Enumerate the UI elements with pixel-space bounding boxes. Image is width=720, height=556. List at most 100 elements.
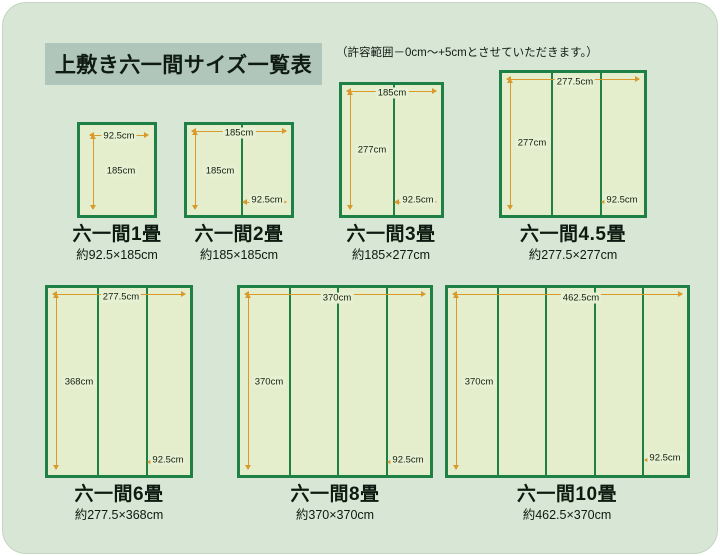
title-banner: 上敷き六一間サイズ一覧表: [45, 43, 322, 85]
dim-top-label-2jo: 185cm: [222, 127, 256, 139]
arrow-down-icon: [90, 205, 97, 210]
caption-sub-8jo: 約370×370cm: [295, 508, 375, 522]
dim-left-line-1jo: [90, 134, 97, 210]
diagram-3jo: 185cm 277cm 92.5cm 六一間3畳 約185×277cm: [339, 82, 444, 262]
mat-outline-2jo: 185cm 185cm 92.5cm: [184, 122, 294, 218]
arrow-up-icon: [453, 293, 460, 298]
caption-sub-6jo: 約277.5×368cm: [74, 508, 164, 522]
caption-main-8jo: 六一間8畳: [290, 484, 380, 505]
panel-divider: [146, 288, 148, 475]
mat-outline-1jo: 92.5cm 185cm: [77, 122, 157, 218]
arrow-right-icon: [421, 291, 426, 298]
panel-divider: [289, 288, 291, 475]
arrow-up-icon: [90, 134, 97, 139]
arrow-left-icon: [452, 291, 457, 298]
panel-divider: [545, 288, 547, 475]
diagram-1jo: 92.5cm 185cm 六一間1畳 約92.5×185cm: [72, 122, 161, 262]
caption-3jo: 六一間3畳 約185×277cm: [316, 224, 466, 263]
dim-top-label-1jo: 92.5cm: [101, 130, 137, 142]
dim-left-label-8jo: 370cm: [252, 376, 286, 388]
dim-left-line-8jo: [245, 293, 252, 470]
mat-outline-10jo: 462.5cm 370cm 92.5cm: [445, 285, 690, 478]
dim-left-line-45jo: [507, 78, 514, 210]
arrow-right-icon: [181, 291, 186, 298]
caption-sub-2jo: 約185×185cm: [199, 248, 279, 262]
arrow-right-icon: [635, 76, 640, 83]
arrow-down-icon: [347, 205, 354, 210]
caption-45jo: 六一間4.5畳 約277.5×277cm: [498, 224, 648, 263]
arrow-up-icon: [53, 293, 60, 298]
dim-left-label-2jo: 185cm: [203, 165, 237, 177]
dim-bottom-label-8jo: 92.5cm: [390, 454, 426, 466]
dim-left-label-3jo: 277cm: [355, 144, 389, 156]
panel-divider: [594, 288, 596, 475]
arrow-down-icon: [53, 465, 60, 470]
caption-sub-10jo: 約462.5×370cm: [522, 508, 612, 522]
caption-main-1jo: 六一間1畳: [72, 224, 162, 245]
caption-sub-3jo: 約185×277cm: [351, 248, 431, 262]
dim-left-label-10jo: 370cm: [462, 376, 496, 388]
arrow-down-icon: [507, 205, 514, 210]
dim-left-line-3jo: [347, 90, 354, 210]
arrow-left-icon: [506, 76, 511, 83]
arrow-down-icon: [192, 205, 199, 210]
panel-divider: [337, 288, 339, 475]
dim-top-label-6jo: 277.5cm: [100, 291, 142, 303]
diagram-10jo: 462.5cm 370cm 92.5cm 六一間10畳 約462.5×370cm: [445, 285, 690, 522]
caption-1jo: 六一間1畳 約92.5×185cm: [42, 224, 192, 263]
diagram-2jo: 185cm 185cm 92.5cm 六一間2畳 約185×185cm: [184, 122, 294, 262]
arrow-down-icon: [453, 465, 460, 470]
dim-bottom-label-6jo: 92.5cm: [150, 454, 186, 466]
diagram-8jo: 370cm 370cm 92.5cm 六一間8畳 約370×370cm: [237, 285, 433, 522]
arrow-up-icon: [507, 78, 514, 83]
dim-top-label-45jo: 277.5cm: [554, 76, 596, 88]
arrow-right-icon: [678, 291, 683, 298]
panel-divider: [393, 85, 395, 215]
panel-divider: [241, 125, 243, 215]
diagram-6jo: 277.5cm 368cm 92.5cm 六一間6畳 約277.5×368cm: [45, 285, 193, 522]
dim-top-label-10jo: 462.5cm: [560, 292, 602, 304]
panel-divider: [551, 73, 553, 215]
caption-10jo: 六一間10畳 約462.5×370cm: [492, 484, 642, 523]
dim-left-line-6jo: [53, 293, 60, 470]
panel-divider: [97, 288, 99, 475]
caption-main-3jo: 六一間3畳: [346, 224, 436, 245]
dim-top-label-8jo: 370cm: [320, 292, 354, 304]
dim-left-label-45jo: 277cm: [515, 137, 549, 149]
caption-main-10jo: 六一間10畳: [516, 484, 618, 505]
mat-outline-45jo: 277.5cm 277cm 92.5cm: [499, 70, 647, 218]
dim-bottom-label-10jo: 92.5cm: [647, 452, 683, 464]
dim-left-line-10jo: [453, 293, 460, 470]
caption-8jo: 六一間8畳 約370×370cm: [260, 484, 410, 523]
arrow-up-icon: [192, 130, 199, 135]
arrow-left-icon: [244, 291, 249, 298]
tolerance-note: （許容範囲－0cm～+5cmとさせていただきます。）: [336, 47, 598, 59]
arrow-left-icon: [191, 128, 196, 135]
page-title: 上敷き六一間サイズ一覧表: [54, 54, 313, 77]
dim-top-label-3jo: 185cm: [375, 87, 409, 99]
dim-left-label-6jo: 368cm: [62, 376, 96, 388]
panel-divider: [642, 288, 644, 475]
caption-6jo: 六一間6畳 約277.5×368cm: [44, 484, 194, 523]
mat-outline-8jo: 370cm 370cm 92.5cm: [237, 285, 433, 478]
panel-divider: [386, 288, 388, 475]
arrow-left-icon: [89, 132, 94, 139]
caption-main-2jo: 六一間2畳: [194, 224, 284, 245]
mat-outline-3jo: 185cm 277cm 92.5cm: [339, 82, 444, 218]
panel-divider: [600, 73, 602, 215]
caption-sub-1jo: 約92.5×185cm: [76, 248, 158, 262]
arrow-up-icon: [347, 90, 354, 95]
mat-outline-6jo: 277.5cm 368cm 92.5cm: [45, 285, 193, 478]
caption-sub-45jo: 約277.5×277cm: [528, 248, 618, 262]
arrow-right-icon: [144, 132, 149, 139]
arrow-up-icon: [245, 293, 252, 298]
arrow-right-icon: [432, 88, 437, 95]
caption-main-6jo: 六一間6畳: [74, 484, 164, 505]
caption-main-45jo: 六一間4.5畳: [520, 224, 626, 245]
arrow-left-icon: [52, 291, 57, 298]
dim-bottom-label-2jo: 92.5cm: [249, 194, 285, 206]
dim-left-line-2jo: [192, 130, 199, 210]
dim-bottom-label-45jo: 92.5cm: [604, 194, 640, 206]
dim-left-label-1jo: 185cm: [104, 165, 138, 177]
